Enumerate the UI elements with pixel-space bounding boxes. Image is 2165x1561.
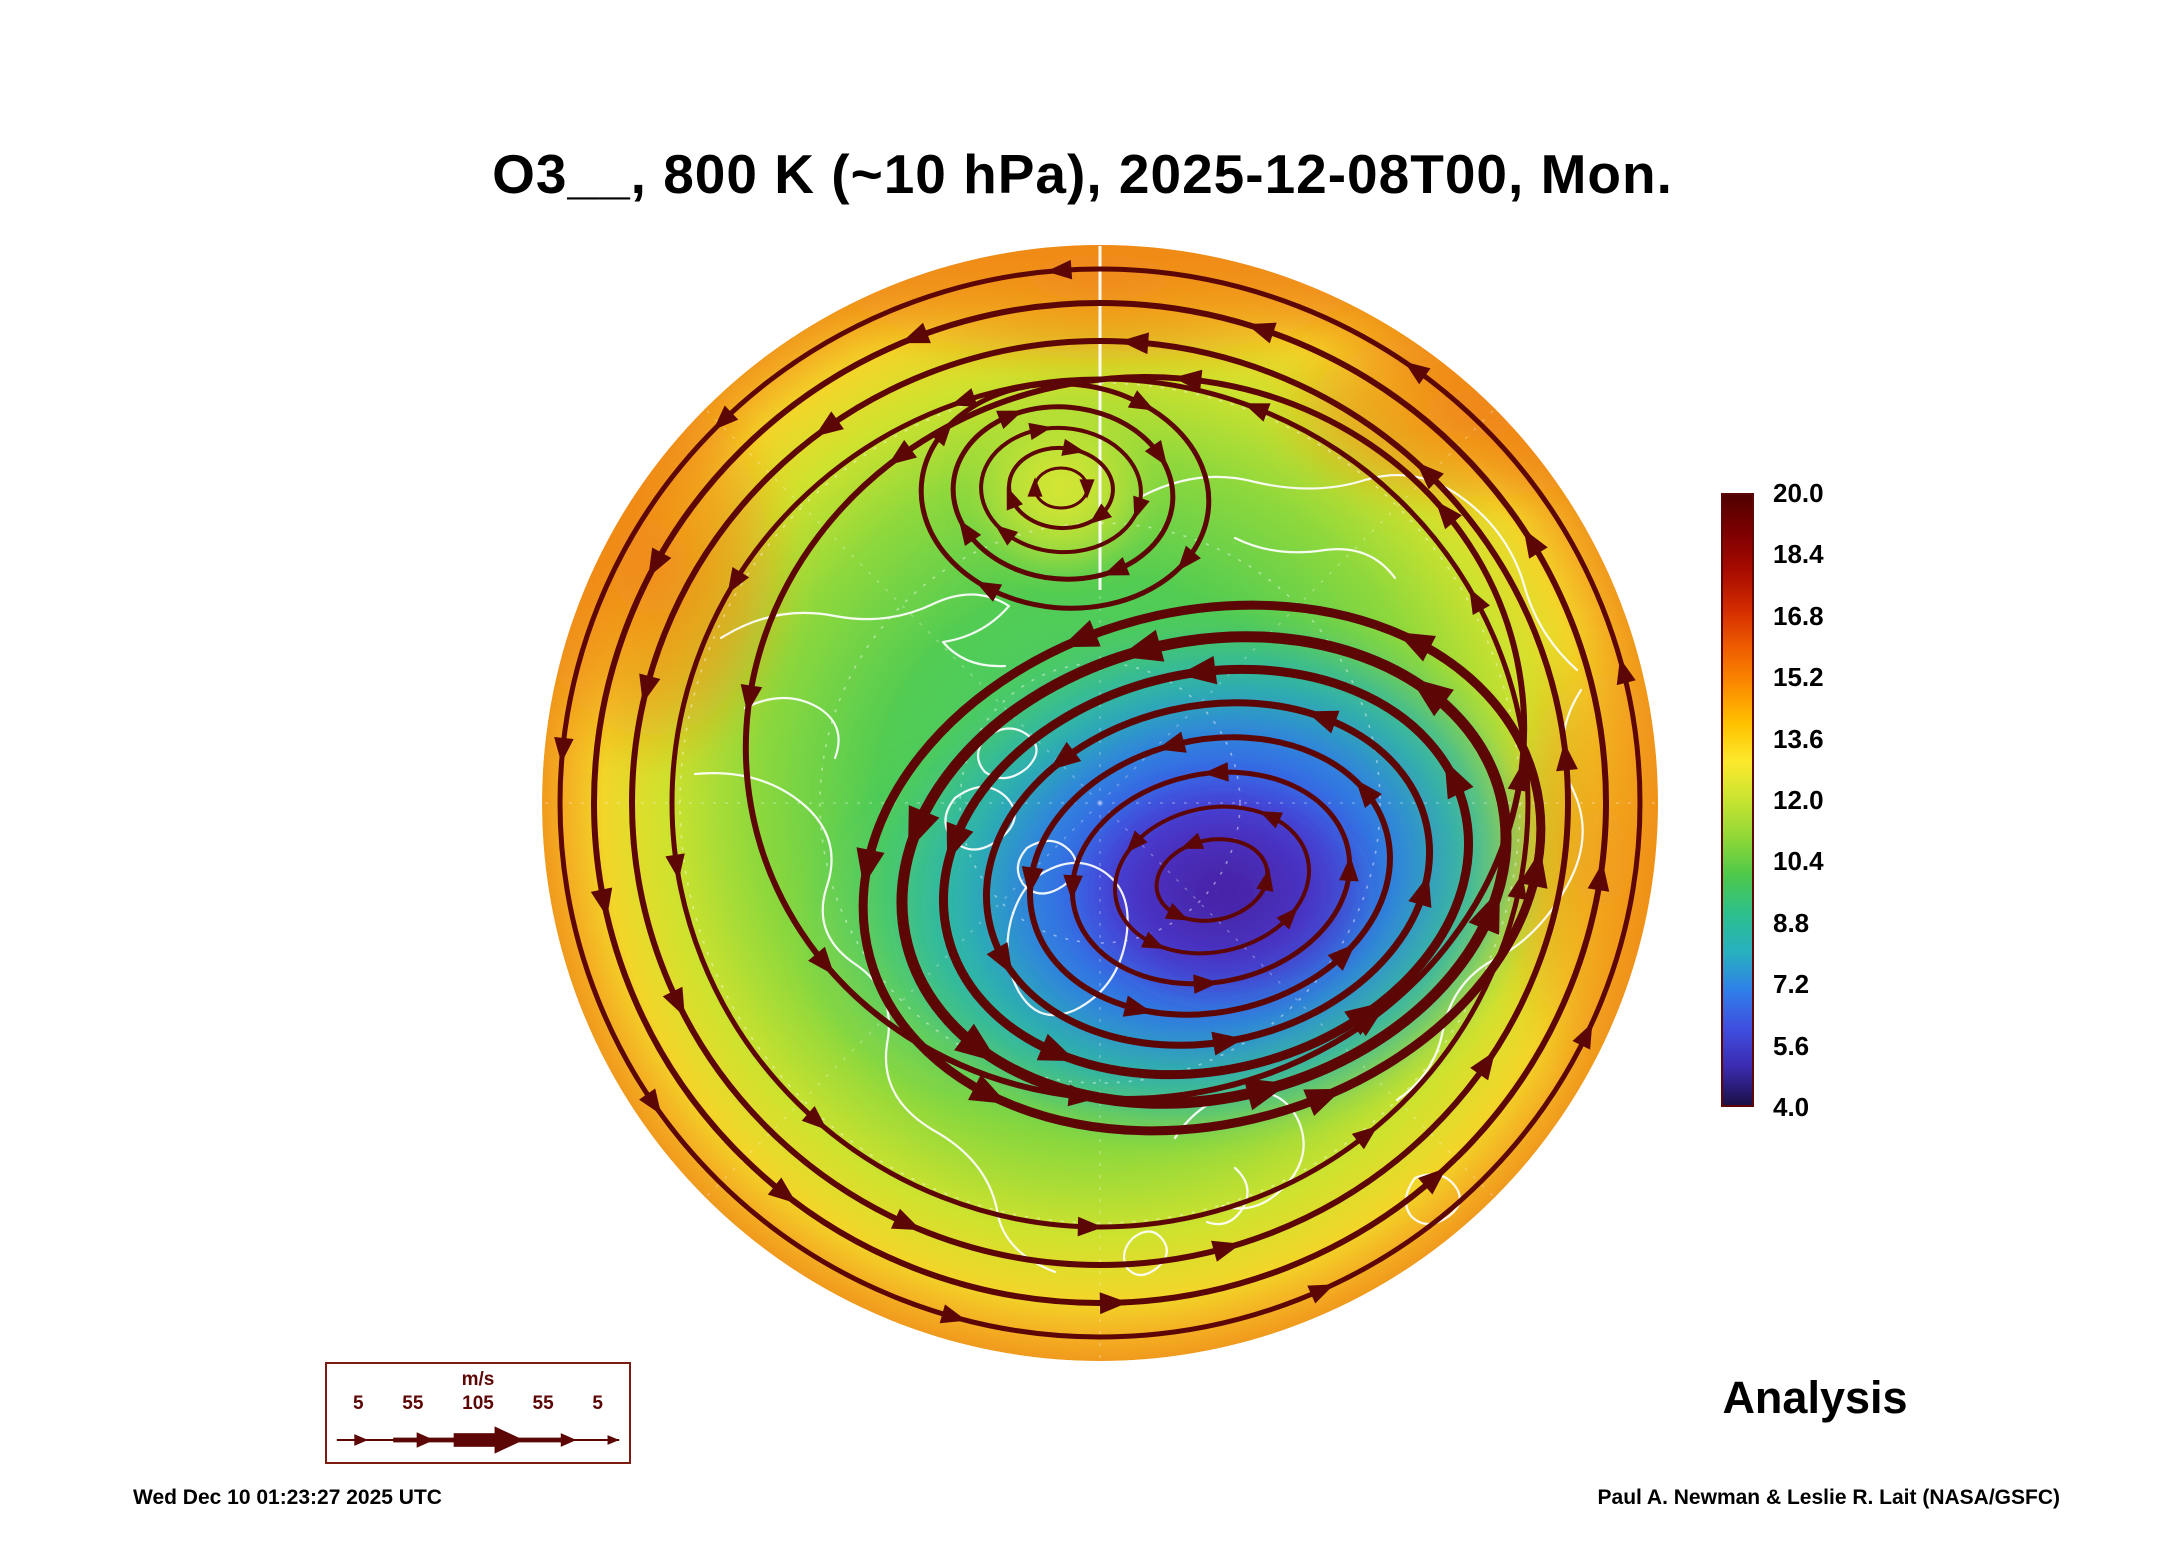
colorbar-tick: 18.4 bbox=[1773, 539, 1824, 570]
colorbar-tick: 7.2 bbox=[1773, 969, 1810, 1000]
wind-speed-arrows-icon bbox=[336, 1426, 620, 1454]
analysis-label: Analysis bbox=[1722, 1372, 1908, 1423]
polar-map bbox=[542, 245, 1658, 1361]
wind-tick: 105 bbox=[462, 1393, 494, 1414]
wind-tick: 55 bbox=[402, 1393, 424, 1414]
plot-title: O3__, 800 K (~10 hPa), 2025-12-08T00, Mo… bbox=[492, 143, 1673, 205]
colorbar-tick: 13.6 bbox=[1773, 723, 1824, 754]
credit: Paul A. Newman & Leslie R. Lait (NASA/GS… bbox=[1597, 1486, 2060, 1509]
wind-tick: 5 bbox=[353, 1393, 364, 1414]
wind-tick: 5 bbox=[592, 1393, 603, 1414]
wind-units-label: m/s bbox=[461, 1369, 495, 1390]
colorbar-gradient bbox=[1721, 493, 1754, 1107]
wind-tick: 55 bbox=[532, 1393, 554, 1414]
wind-speed-legend: m/s 5 55 105 55 5 bbox=[325, 1362, 631, 1464]
colorbar-labels: 20.0 18.4 16.8 15.2 13.6 12.0 10.4 8.8 7… bbox=[1773, 479, 1824, 1121]
colorbar-tick: 10.4 bbox=[1773, 846, 1824, 877]
colorbar-tick: 4.0 bbox=[1773, 1091, 1810, 1122]
colorbar-tick: 16.8 bbox=[1773, 600, 1824, 631]
streamlines bbox=[554, 259, 1643, 1340]
colorbar-tick: 15.2 bbox=[1773, 662, 1824, 693]
wind-tick-labels: 5 55 105 55 5 bbox=[327, 1391, 629, 1415]
colorbar-tick: 5.6 bbox=[1773, 1030, 1810, 1061]
colorbar-tick: 20.0 bbox=[1773, 478, 1824, 508]
colorbar-tick: 12.0 bbox=[1773, 784, 1824, 815]
colorbar-tick: 8.8 bbox=[1773, 907, 1810, 938]
timestamp: Wed Dec 10 01:23:27 2025 UTC bbox=[133, 1486, 442, 1509]
colorbar: 20.0 18.4 16.8 15.2 13.6 12.0 10.4 8.8 7… bbox=[1721, 479, 1941, 1121]
